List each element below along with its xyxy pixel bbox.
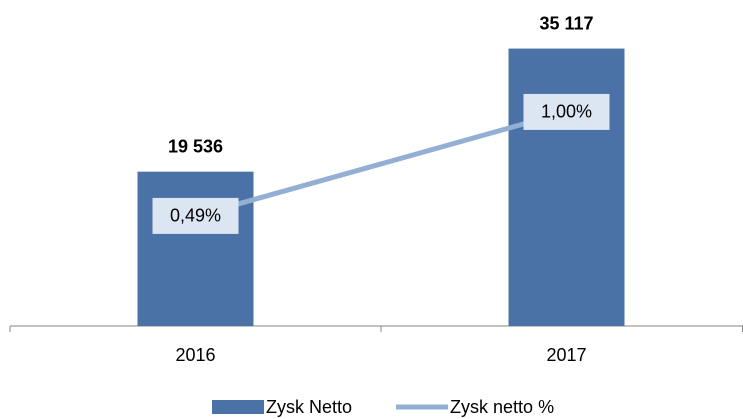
bar-value-label: 19 536 xyxy=(168,136,223,156)
line xyxy=(194,109,568,219)
line-value-label: 0,49% xyxy=(152,197,239,234)
legend-swatch xyxy=(212,400,264,414)
label-box xyxy=(523,93,610,130)
line-value-label: 1,00% xyxy=(523,93,610,130)
x-tick-label: 2017 xyxy=(546,345,586,365)
line-value-text: 0,49% xyxy=(170,206,221,226)
x-tick-label: 2016 xyxy=(175,345,215,365)
bar xyxy=(508,48,625,327)
legend-label: Zysk Netto xyxy=(266,397,352,417)
line-value-text: 1,00% xyxy=(541,102,592,122)
legend-label: Zysk netto % xyxy=(450,397,554,417)
bar-value-label: 35 117 xyxy=(539,13,593,33)
bar xyxy=(137,171,254,326)
label-box xyxy=(152,197,239,234)
